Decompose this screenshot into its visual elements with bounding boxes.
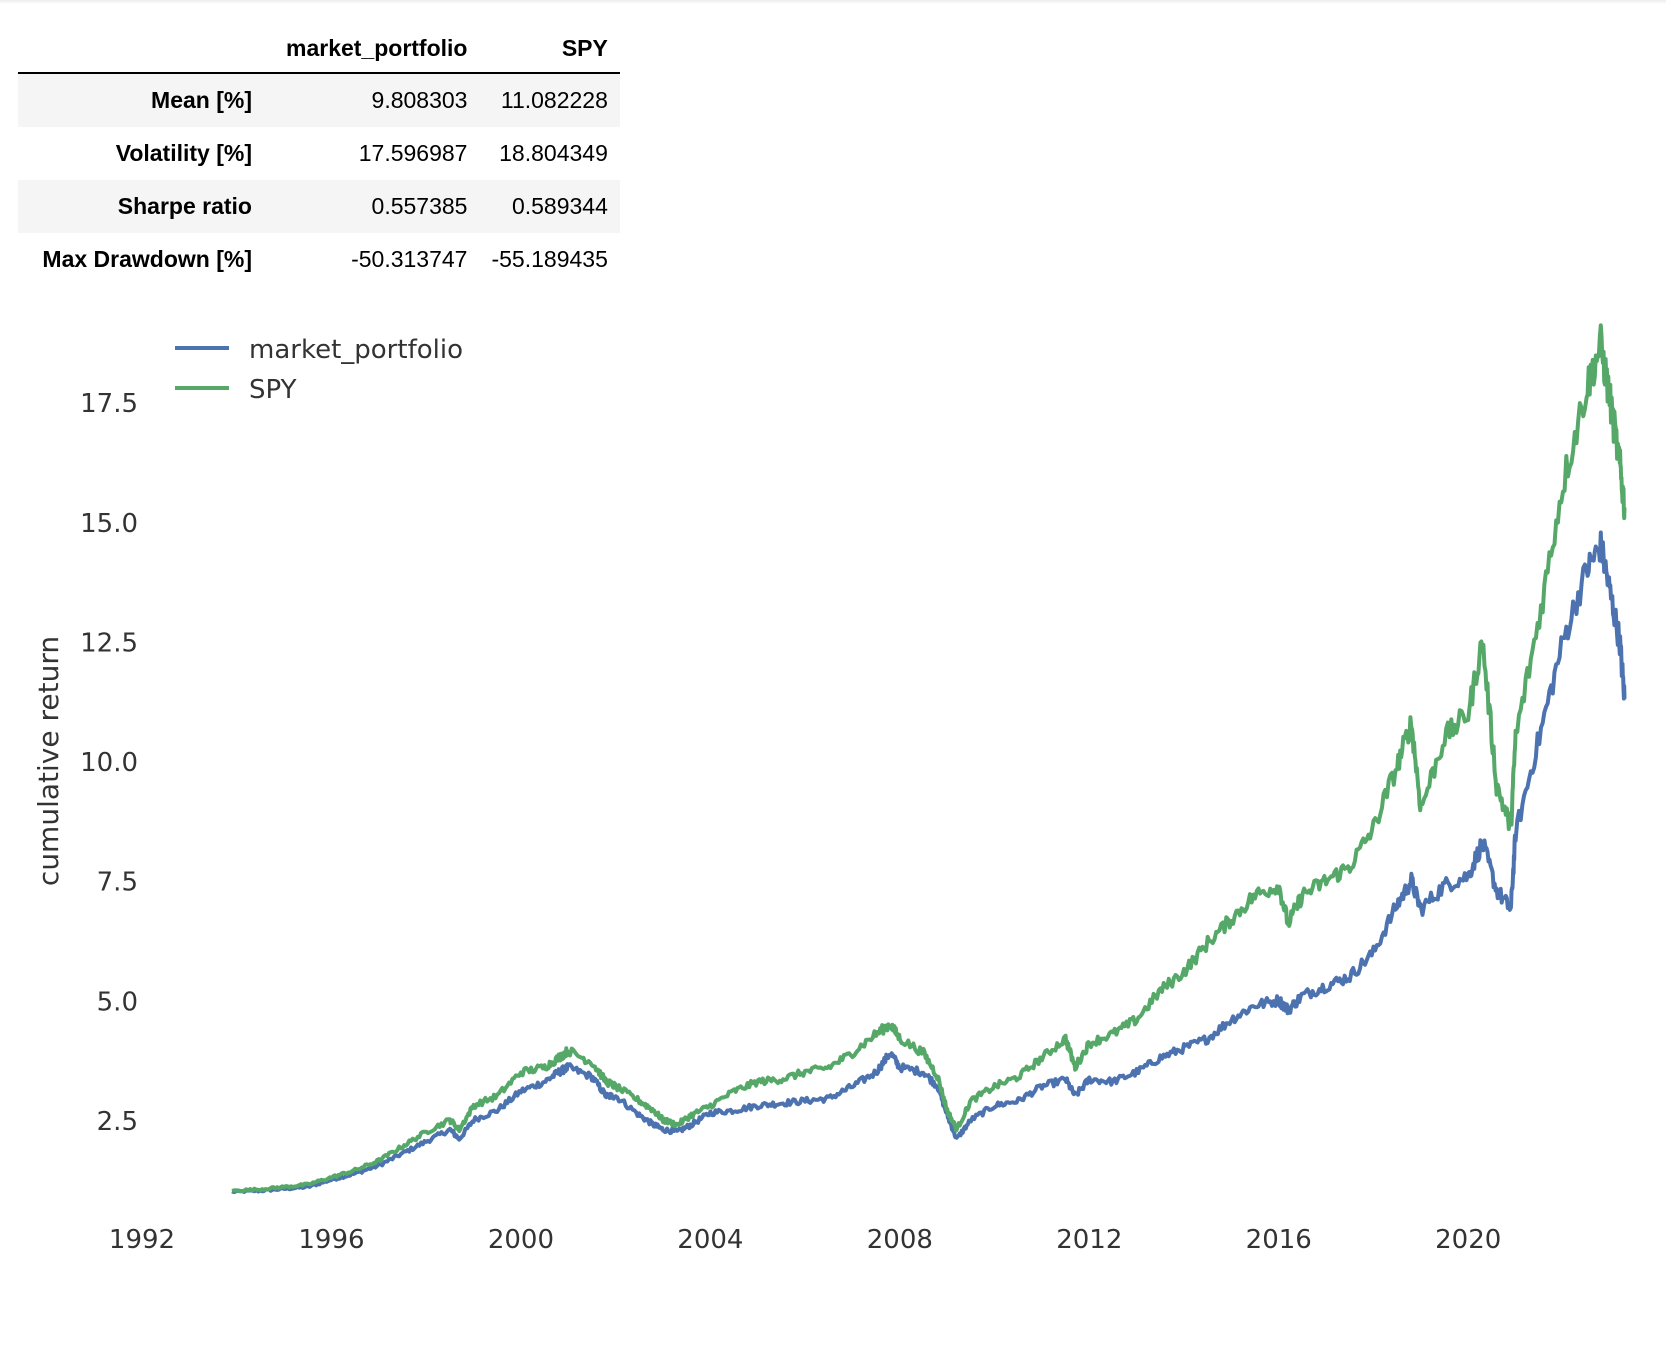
table-row: Max Drawdown [%] -50.313747 -55.189435 xyxy=(18,233,620,286)
stats-table: market_portfolio SPY Mean [%] 9.808303 1… xyxy=(18,24,620,286)
table-cell: 17.596987 xyxy=(358,140,468,166)
row-label: Volatility [%] xyxy=(115,140,252,166)
y-tick-label: 5.0 xyxy=(97,987,138,1017)
header-corner xyxy=(18,24,264,74)
x-tick-label: 1992 xyxy=(109,1225,175,1255)
table-cell: 0.557385 xyxy=(371,193,468,219)
x-tick-label: 2008 xyxy=(867,1225,933,1255)
legend-label: market_portfolio xyxy=(249,335,463,365)
series-line-market-portfolio xyxy=(231,530,1627,1195)
table-cell: 0.589344 xyxy=(511,193,608,219)
row-label: Max Drawdown [%] xyxy=(42,246,252,272)
x-tick-label: 1996 xyxy=(298,1225,364,1255)
table-row: Mean [%] 9.808303 11.082228 xyxy=(18,73,620,127)
y-tick-label: 17.5 xyxy=(80,389,138,419)
legend-label: SPY xyxy=(249,375,297,405)
table-cell: -55.189435 xyxy=(491,246,608,272)
x-tick-label: 2012 xyxy=(1056,1225,1122,1255)
x-tick-label: 2016 xyxy=(1246,1225,1312,1255)
x-tick-label: 2004 xyxy=(677,1225,743,1255)
y-tick-label: 12.5 xyxy=(80,628,138,658)
plot-lines xyxy=(231,323,1627,1195)
y-tick-label: 7.5 xyxy=(97,868,138,898)
x-axis-ticks: 1992 1996 2000 2004 2008 2012 2016 2020 xyxy=(109,1225,1501,1255)
x-tick-label: 2000 xyxy=(488,1225,554,1255)
x-tick-label: 2020 xyxy=(1435,1225,1501,1255)
row-label: Sharpe ratio xyxy=(117,193,252,219)
table-cell: 9.808303 xyxy=(371,87,468,113)
y-tick-label: 15.0 xyxy=(80,509,138,539)
y-axis-ticks: 2.5 5.0 7.5 10.0 12.5 15.0 17.5 xyxy=(80,389,138,1137)
legend: market_portfolio SPY xyxy=(175,335,463,405)
series-line-spy xyxy=(231,323,1627,1194)
y-tick-label: 10.0 xyxy=(80,748,138,778)
table-cell: 11.082228 xyxy=(500,87,608,113)
row-label: Mean [%] xyxy=(151,87,252,113)
cumulative-return-chart: cumulative return 2.5 5.0 7.5 10.0 12.5 15.0 1… xyxy=(32,323,1627,1255)
stats-header-row: market_portfolio SPY xyxy=(18,24,620,74)
table-cell: 18.804349 xyxy=(499,140,608,166)
column-header-spy: SPY xyxy=(479,24,620,74)
y-axis-label: cumulative return xyxy=(32,636,65,886)
column-header-market-portfolio: market_portfolio xyxy=(264,24,480,74)
top-edge xyxy=(0,0,1666,4)
y-tick-label: 2.5 xyxy=(97,1107,138,1137)
table-row: Sharpe ratio 0.557385 0.589344 xyxy=(18,180,620,233)
table-cell: -50.313747 xyxy=(351,246,468,272)
table-row: Volatility [%] 17.596987 18.804349 xyxy=(18,127,620,180)
